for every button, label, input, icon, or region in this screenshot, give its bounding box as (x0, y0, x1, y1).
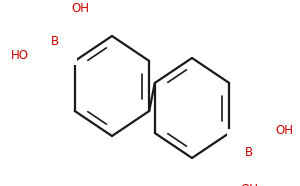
Text: HO: HO (11, 49, 29, 62)
Text: OH: OH (240, 183, 258, 186)
Text: OH: OH (71, 2, 89, 15)
Text: B: B (51, 35, 59, 48)
Text: B: B (245, 146, 253, 159)
Text: OH: OH (275, 124, 293, 137)
